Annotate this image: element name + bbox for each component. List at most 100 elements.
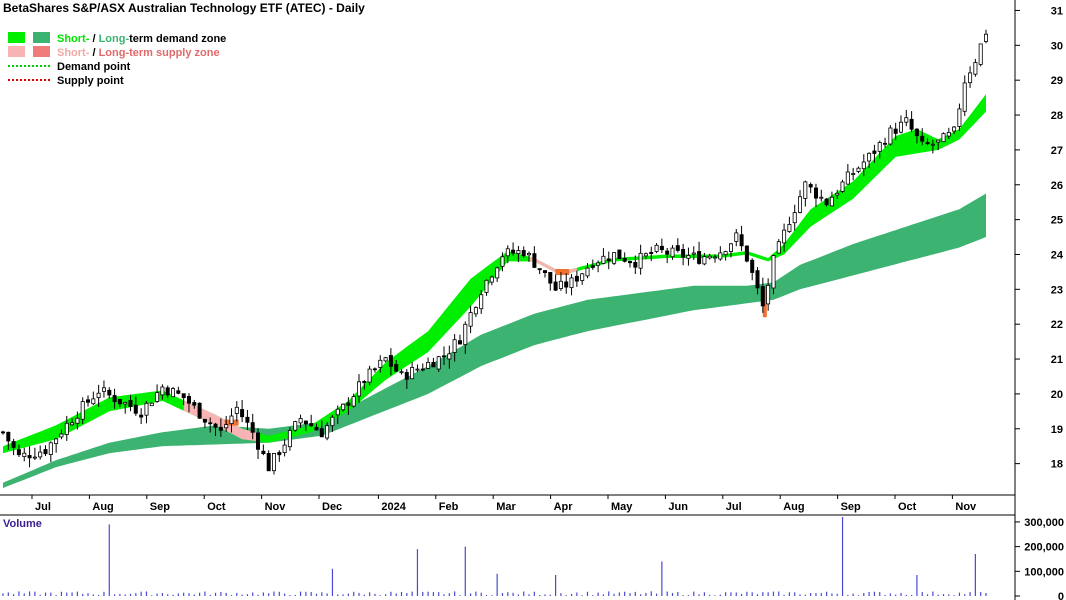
time-tick-label: Jul xyxy=(35,501,51,513)
time-tick-label: Oct xyxy=(898,501,917,513)
time-tick-label: Oct xyxy=(207,501,226,513)
candle-body xyxy=(234,406,239,414)
candle-body xyxy=(362,380,367,384)
candle-body xyxy=(500,256,505,267)
candle-body xyxy=(856,167,861,172)
long-term-zone-layer xyxy=(3,193,986,488)
candle-body xyxy=(707,255,712,259)
candle-body xyxy=(197,402,202,419)
candle-body xyxy=(479,294,484,310)
candle-body xyxy=(548,271,553,284)
candle-body xyxy=(261,450,266,455)
candle-body xyxy=(319,428,324,438)
candle-body xyxy=(447,353,452,360)
candle-body xyxy=(936,139,941,143)
candle-body xyxy=(388,355,393,367)
candle-body xyxy=(739,234,744,247)
legend-item-supply-point: Supply point xyxy=(57,75,124,87)
candle-body xyxy=(957,108,962,127)
candle-body xyxy=(341,403,346,411)
candle-body xyxy=(208,422,213,425)
candle-body xyxy=(840,181,845,192)
legend-swatch-short-supply xyxy=(8,46,25,57)
candle-body xyxy=(415,368,420,371)
candle-body xyxy=(91,398,96,405)
candle-body xyxy=(914,128,919,137)
price-tick-label: 28 xyxy=(1051,110,1063,122)
time-tick-label: Apr xyxy=(554,501,574,513)
candle-body xyxy=(952,126,957,132)
candle-body xyxy=(139,414,144,418)
candle-body xyxy=(309,423,314,427)
candle-body xyxy=(356,381,361,397)
time-tick-label: Nov xyxy=(955,501,977,513)
candle-body xyxy=(675,245,680,251)
candle-body xyxy=(102,387,107,392)
candle-body xyxy=(861,161,866,170)
candle-body xyxy=(750,259,755,273)
candle-body xyxy=(585,267,590,277)
time-tick-label: Sep xyxy=(150,501,170,513)
short-term-demand-zone xyxy=(3,94,986,454)
candle-body xyxy=(224,424,229,429)
candle-body xyxy=(271,452,276,472)
volume-tick-label: 200,000 xyxy=(1024,542,1064,554)
time-tick-label: Nov xyxy=(265,501,287,513)
candle-body xyxy=(70,422,75,426)
candle-body xyxy=(282,444,287,454)
candle-body xyxy=(240,409,245,418)
candle-body xyxy=(202,418,207,423)
candle-body xyxy=(899,121,904,133)
legend-swatch-long-demand xyxy=(33,32,50,43)
candle-body xyxy=(702,256,707,265)
price-tick-label: 29 xyxy=(1051,75,1063,87)
candle-body xyxy=(771,255,776,289)
candle-body xyxy=(495,267,500,279)
candle-body xyxy=(112,395,117,403)
candle-body xyxy=(298,418,303,424)
legend: Short- / Long-term demand zone Short- / … xyxy=(8,32,226,87)
candle-body xyxy=(904,117,909,123)
candle-body xyxy=(64,422,69,435)
candle-body xyxy=(877,142,882,152)
candle-body xyxy=(96,392,101,398)
candle-body xyxy=(755,270,760,289)
candle-body xyxy=(505,248,510,257)
candle-body xyxy=(27,455,32,459)
price-tick-label: 18 xyxy=(1051,459,1063,471)
candle-body xyxy=(48,442,53,455)
candle-body xyxy=(835,192,840,196)
candle-body xyxy=(181,393,186,399)
candle-body xyxy=(511,249,516,254)
candle-body xyxy=(665,250,670,255)
candle-body xyxy=(160,386,165,396)
candle-body xyxy=(335,408,340,416)
candle-body xyxy=(11,441,16,448)
candle-body xyxy=(59,433,64,438)
candle-body xyxy=(457,340,462,345)
price-tick-label: 21 xyxy=(1051,354,1063,366)
candle-body xyxy=(968,72,973,84)
candle-body xyxy=(659,245,664,251)
candle-body xyxy=(32,456,37,459)
candle-body xyxy=(670,247,675,258)
candle-body xyxy=(532,253,537,268)
candle-body xyxy=(516,250,521,254)
candle-body xyxy=(346,402,351,406)
candle-body xyxy=(883,142,888,145)
candle-body xyxy=(394,363,399,372)
price-tick-label: 24 xyxy=(1051,249,1064,261)
candle-body xyxy=(420,368,425,371)
volume-layer: 0 100,000 200,000 300,000 xyxy=(2,517,1064,600)
candle-body xyxy=(441,355,446,358)
candle-body xyxy=(463,323,468,345)
candle-body xyxy=(86,399,91,403)
candle-body xyxy=(760,286,765,307)
candle-body xyxy=(766,284,771,305)
time-tick-label: Feb xyxy=(439,501,459,513)
candle-body xyxy=(266,452,271,472)
legend-swatch-long-supply xyxy=(33,46,50,57)
candles-layer xyxy=(0,29,989,475)
